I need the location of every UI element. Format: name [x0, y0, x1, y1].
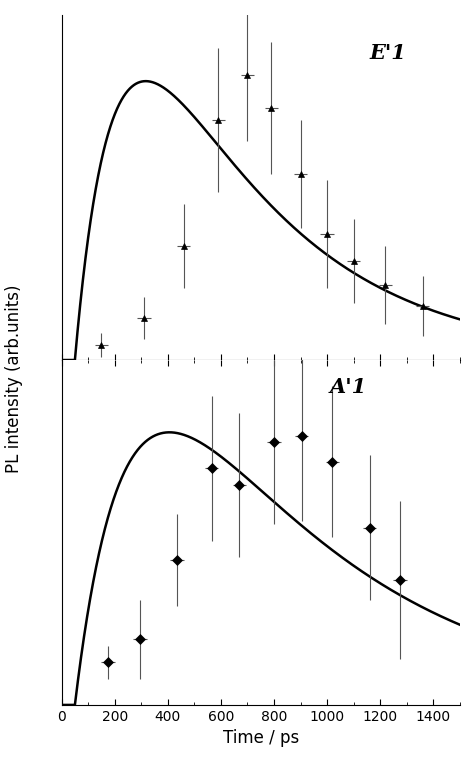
Text: PL intensity (arb.units): PL intensity (arb.units)	[5, 285, 23, 473]
Text: E'1: E'1	[370, 42, 407, 63]
X-axis label: Time / ps: Time / ps	[223, 729, 299, 747]
Text: A'1: A'1	[330, 377, 367, 397]
